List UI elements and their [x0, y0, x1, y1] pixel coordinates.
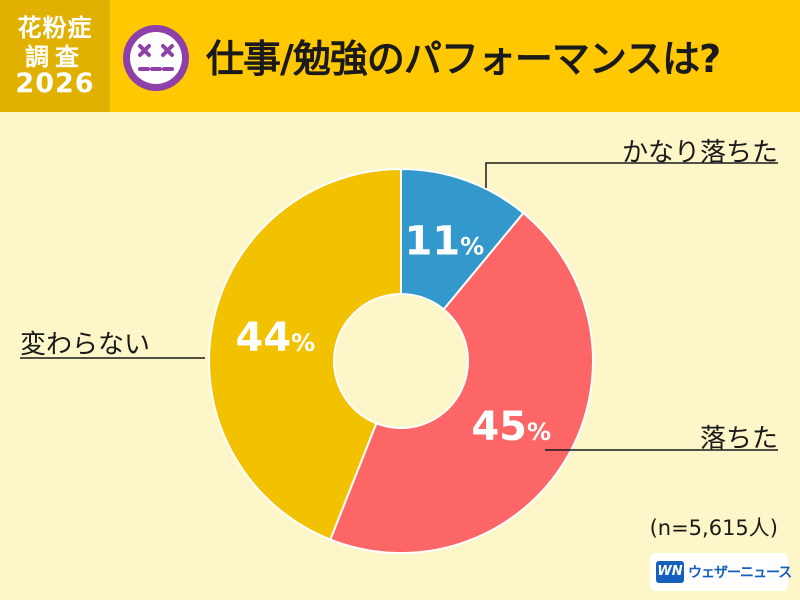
weathernews-logo: WN ウェザーニュース	[650, 553, 792, 591]
donut-slice-1	[329, 211, 594, 554]
page-title: 仕事/勉強のパフォーマンスは?	[206, 37, 721, 81]
logo-mark: WN	[656, 561, 684, 583]
slice-percent-label-1: 45%	[471, 404, 551, 450]
survey-badge: 花粉症 調査 2026	[0, 0, 110, 112]
logo-text: ウェザーニュース	[688, 565, 792, 581]
leader-line-0	[485, 162, 778, 188]
slice-label-kawaranai: 変わらない	[20, 330, 151, 360]
donut-slice-2	[208, 167, 402, 541]
slice-percent-label-2: 44%	[235, 315, 315, 361]
dizzy-face-icon	[123, 25, 189, 91]
sample-size-label: (n=5,615人)	[649, 516, 778, 540]
badge-line1: 花粉症	[17, 14, 93, 42]
header-bar: 花粉症 調査 2026 仕事/勉強のパフォーマンスは?	[0, 0, 800, 112]
slice-label-kanari: かなり落ちた	[621, 138, 778, 168]
badge-year: 2026	[15, 68, 95, 99]
slice-percent-label-0: 11%	[404, 219, 484, 265]
badge-line2: 調査	[25, 43, 85, 71]
slice-label-ochita: 落ちた	[699, 424, 778, 454]
donut-slice-0	[400, 167, 525, 311]
